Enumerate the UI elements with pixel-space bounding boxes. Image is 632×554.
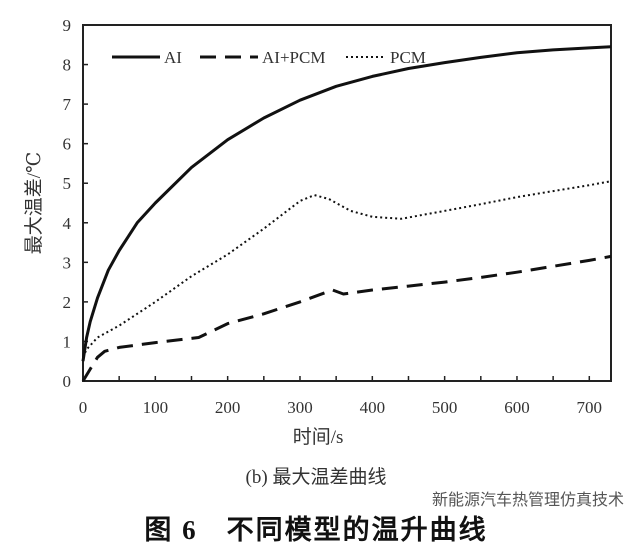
- x-tick-label: 500: [432, 398, 458, 417]
- y-tick-label: 2: [63, 293, 72, 312]
- x-tick-label: 100: [143, 398, 169, 417]
- y-tick-label: 8: [63, 56, 72, 75]
- legend-label: PCM: [390, 48, 426, 67]
- legend-label: AI+PCM: [262, 48, 325, 67]
- x-tick-label: 200: [215, 398, 241, 417]
- figure-caption: 图 6 不同模型的温升曲线: [144, 515, 488, 545]
- legend-label: AI: [164, 48, 182, 67]
- y-axis-label: 最大温差/℃: [23, 152, 45, 255]
- x-tick-label: 400: [360, 398, 386, 417]
- series-line-ai: [81, 45, 612, 362]
- x-tick-label: 300: [287, 398, 313, 417]
- series-line-ai-pcm: [81, 254, 612, 382]
- y-tick-label: 9: [63, 16, 72, 35]
- plot-frame: [82, 24, 612, 382]
- y-tick-label: 5: [63, 174, 72, 193]
- y-tick-label: 1: [63, 332, 72, 351]
- chart-subtitle: (b) 最大温差曲线: [245, 467, 387, 488]
- y-tick-label: 0: [63, 372, 72, 391]
- x-axis-label: 时间/s: [293, 426, 344, 448]
- series-line-pcm: [82, 180, 612, 358]
- y-tick-label: 6: [63, 135, 72, 154]
- watermark: 新能源汽车热管理仿真技术: [431, 490, 624, 509]
- y-tick-label: 7: [63, 95, 72, 114]
- x-tick-label: 700: [577, 398, 603, 417]
- y-tick-label: 4: [63, 214, 72, 233]
- chart: 0 1 2 3 4 5 6 7 8 9 0 100 200 300 400 500 600 700 时间/s 最大温差…: [23, 16, 612, 448]
- y-tick-label: 3: [63, 253, 72, 272]
- x-tick-label: 600: [504, 398, 530, 417]
- x-tick-label: 0: [79, 398, 88, 417]
